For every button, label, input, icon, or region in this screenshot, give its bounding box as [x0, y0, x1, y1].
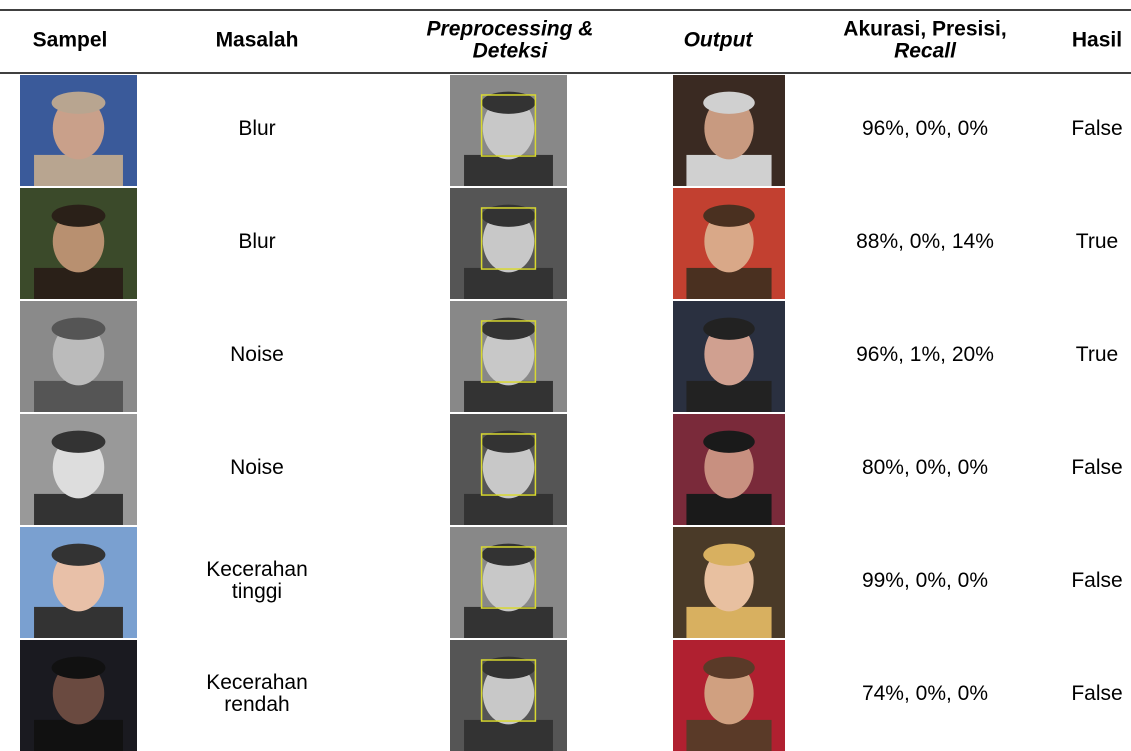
- photo: [673, 188, 785, 299]
- photo-body: [34, 381, 123, 412]
- problem-text: Kecerahan: [206, 558, 308, 581]
- photo-body: [464, 720, 553, 751]
- problem-text: Blur: [238, 117, 275, 140]
- photo-body: [464, 268, 553, 299]
- metrics-text: 74%, 0%, 0%: [862, 682, 988, 705]
- photo-hair: [703, 92, 755, 114]
- photo-body: [686, 607, 771, 638]
- problem-text: Kecerahan: [206, 671, 308, 694]
- photo-hair: [52, 544, 106, 566]
- header-text: Recall: [894, 40, 957, 63]
- header-text: Sampel: [33, 29, 108, 52]
- photo-body: [34, 268, 123, 299]
- result-text: False: [1071, 456, 1122, 479]
- photo-hair: [703, 431, 755, 453]
- photo-body: [686, 720, 771, 751]
- photo-body: [686, 155, 771, 186]
- photo-body: [34, 720, 123, 751]
- photo-body: [686, 381, 771, 412]
- header-text: Deteksi: [473, 40, 549, 63]
- header-text: Output: [684, 29, 754, 52]
- header-text: Hasil: [1072, 29, 1122, 52]
- results-table: Sampel Masalah Preprocessing &Deteksi Outpu…: [0, 0, 1131, 751]
- problem-text: Noise: [230, 343, 284, 366]
- photo-body: [34, 494, 123, 525]
- header-text: Akurasi, Presisi,: [843, 18, 1006, 41]
- result-text: False: [1071, 569, 1122, 592]
- photo: [20, 527, 137, 638]
- header-text: Preprocessing &: [427, 18, 594, 41]
- photo-hair: [703, 544, 755, 566]
- photo: [673, 414, 785, 525]
- photo-hair: [52, 92, 106, 114]
- photo-body: [686, 494, 771, 525]
- photo-hair: [52, 205, 106, 227]
- header-text: Masalah: [216, 29, 299, 52]
- photo: [20, 640, 137, 751]
- photo: [673, 75, 785, 186]
- photo: [20, 75, 137, 186]
- photo: [450, 75, 567, 186]
- photo-body: [464, 155, 553, 186]
- photo-body: [34, 155, 123, 186]
- result-text: False: [1071, 117, 1122, 140]
- photo: [20, 414, 137, 525]
- photo-hair: [703, 657, 755, 679]
- photo: [450, 301, 567, 412]
- metrics-text: 99%, 0%, 0%: [862, 569, 988, 592]
- photo-hair: [52, 318, 106, 340]
- photo-body: [464, 381, 553, 412]
- problem-text: Noise: [230, 456, 284, 479]
- metrics-text: 80%, 0%, 0%: [862, 456, 988, 479]
- photo: [450, 640, 567, 751]
- metrics-text: 96%, 0%, 0%: [862, 117, 988, 140]
- photo: [20, 301, 137, 412]
- photo: [673, 301, 785, 412]
- photo: [673, 527, 785, 638]
- photo: [673, 640, 785, 751]
- photo-body: [464, 607, 553, 638]
- result-text: True: [1076, 230, 1118, 253]
- photo-hair: [52, 431, 106, 453]
- photo-hair: [703, 318, 755, 340]
- photo-hair: [52, 657, 106, 679]
- problem-text: rendah: [224, 693, 289, 716]
- photo-body: [686, 268, 771, 299]
- result-text: True: [1076, 343, 1118, 366]
- photo-hair: [703, 205, 755, 227]
- photo-body: [34, 607, 123, 638]
- photo: [20, 188, 137, 299]
- photo: [450, 188, 567, 299]
- photo-body: [464, 494, 553, 525]
- problem-text: Blur: [238, 230, 275, 253]
- photo: [450, 414, 567, 525]
- result-text: False: [1071, 682, 1122, 705]
- metrics-text: 88%, 0%, 14%: [856, 230, 994, 253]
- problem-text: tinggi: [232, 580, 282, 603]
- photo: [450, 527, 567, 638]
- metrics-text: 96%, 1%, 20%: [856, 343, 994, 366]
